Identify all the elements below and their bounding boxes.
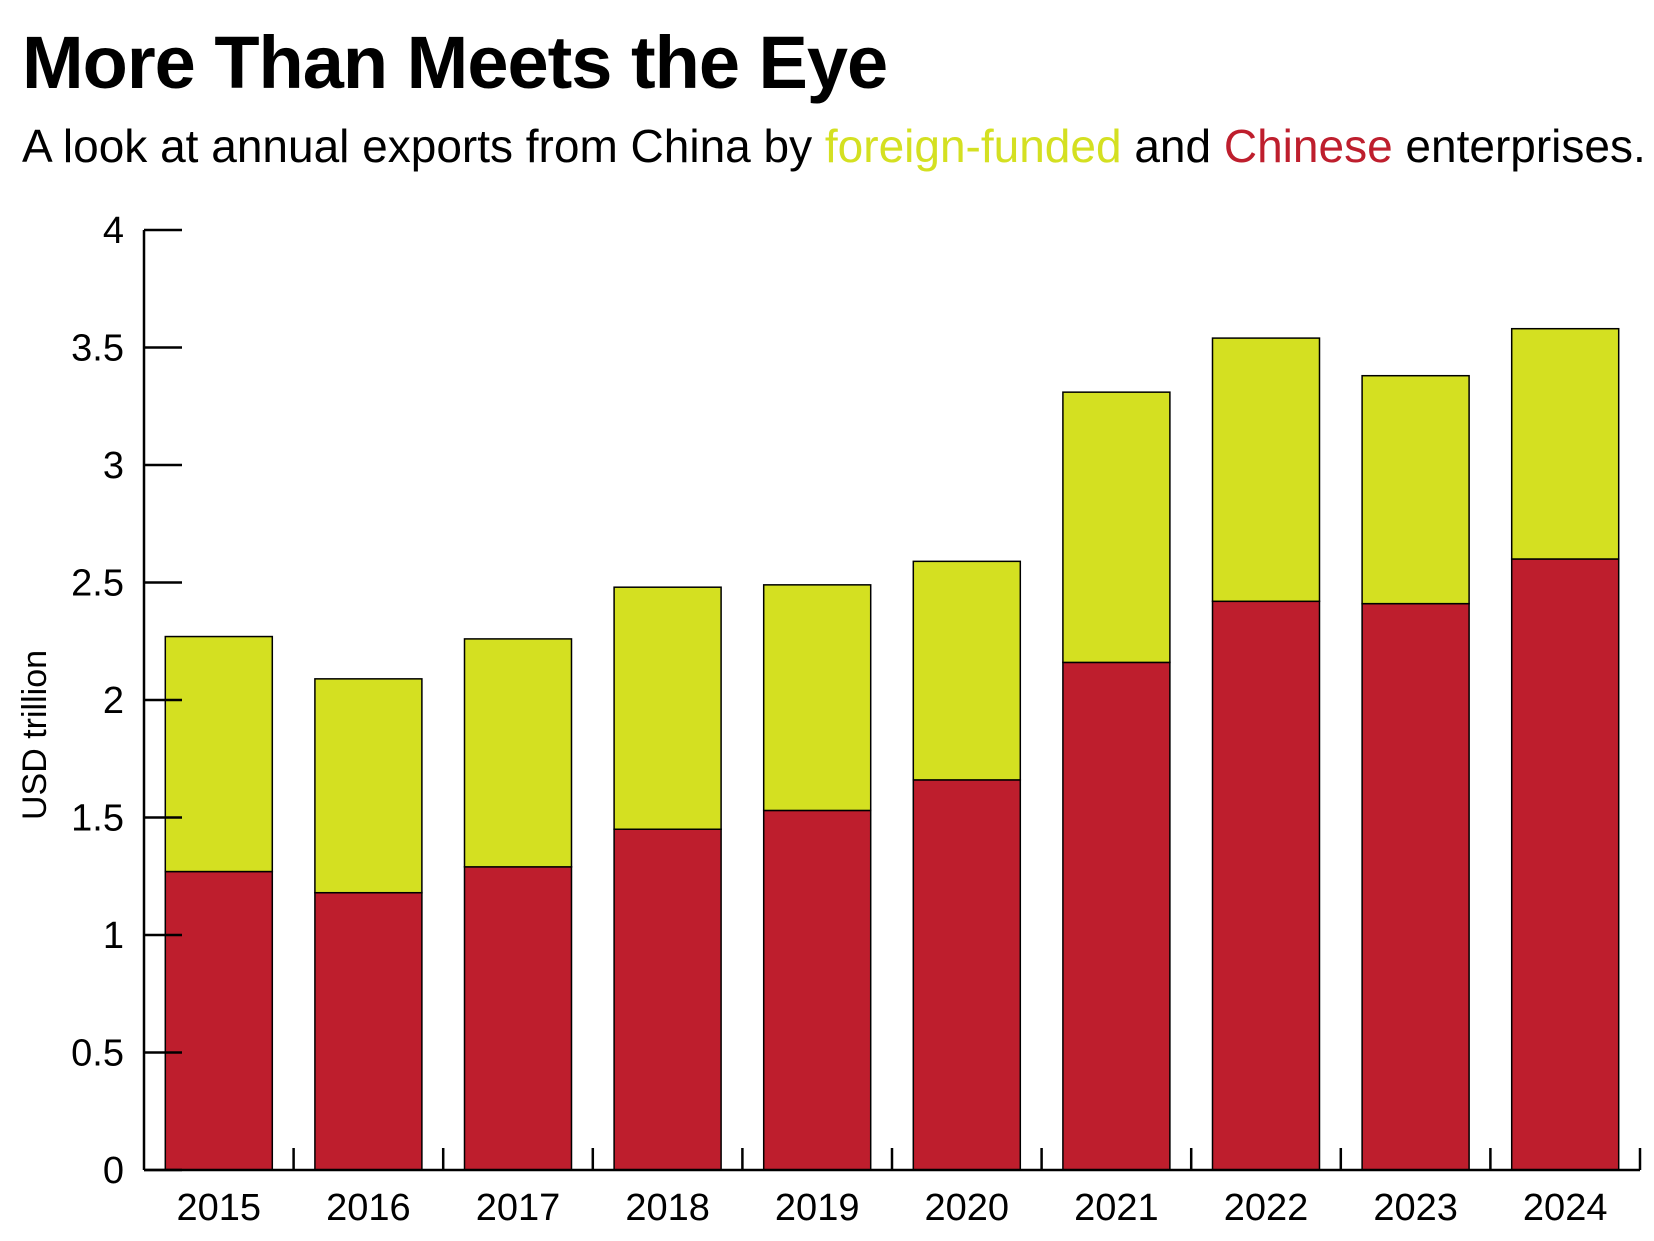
y-tick-label-1: 1 (103, 915, 124, 957)
bar-chinese-2023 (1361, 602, 1470, 1171)
bar-foreign-2015 (164, 635, 274, 873)
x-tick-label-2015: 2015 (177, 1187, 262, 1229)
bar-chinese-2018 (613, 828, 722, 1171)
subtitle-text-after: enterprises. (1392, 120, 1646, 172)
bar-foreign-2022 (1211, 337, 1321, 603)
x-tick-label-2023: 2023 (1373, 1187, 1458, 1229)
bar-chinese-2021 (1062, 661, 1171, 1171)
y-axis-title: USD trillion (16, 650, 54, 820)
bar-foreign-2016 (314, 678, 423, 894)
y-tick-label-1.5: 1.5 (71, 798, 124, 840)
x-tick-label-2021: 2021 (1074, 1187, 1159, 1229)
subtitle-foreign-label: foreign-funded (824, 120, 1122, 172)
x-tick-label-2017: 2017 (476, 1187, 561, 1229)
bar-foreign-2017 (463, 638, 573, 868)
x-tick-label-2020: 2020 (925, 1187, 1010, 1229)
chart-title: More Than Meets the Eye (22, 21, 888, 104)
y-tick-label-3.5: 3.5 (71, 328, 124, 370)
y-tick-label-0.5: 0.5 (71, 1033, 124, 1075)
bar-chinese-2015 (164, 870, 274, 1171)
bar-foreign-2019 (762, 584, 872, 812)
bar-foreign-2023 (1361, 374, 1470, 605)
subtitle-chinese-label: Chinese (1223, 120, 1393, 172)
bar-chinese-2024 (1510, 558, 1620, 1171)
bar-foreign-2024 (1510, 327, 1620, 560)
chart-subtitle: A look at annual exports from China by f… (22, 116, 1646, 176)
y-tick-label-0: 0 (103, 1150, 124, 1192)
y-tick-label-4: 4 (103, 210, 124, 252)
x-tick-label-2024: 2024 (1523, 1187, 1608, 1229)
bar-chinese-2022 (1211, 600, 1321, 1171)
bar-chinese-2019 (762, 809, 872, 1171)
y-tick-label-2.5: 2.5 (71, 563, 124, 605)
bar-foreign-2020 (912, 560, 1022, 781)
y-tick-label-2: 2 (103, 680, 124, 722)
subtitle-text-between: and (1121, 120, 1224, 172)
x-tick-label-2016: 2016 (326, 1187, 411, 1229)
plot-area: 0 0.5 1 1.5 2 2.5 3 3.5 4 2015 2016 2017 2018 2019 202… (16, 210, 1642, 1229)
bar-foreign-2021 (1062, 391, 1171, 664)
bar-chinese-2020 (912, 779, 1022, 1171)
x-tick-label-2018: 2018 (625, 1187, 710, 1229)
bar-foreign-2018 (613, 586, 722, 831)
y-tick-label-3: 3 (103, 445, 124, 487)
bar-chinese-2017 (463, 866, 573, 1171)
subtitle-text-before: A look at annual exports from China by (22, 120, 825, 172)
x-tick-label-2022: 2022 (1224, 1187, 1309, 1229)
bar-chinese-2016 (314, 891, 423, 1171)
x-tick-label-2019: 2019 (775, 1187, 860, 1229)
